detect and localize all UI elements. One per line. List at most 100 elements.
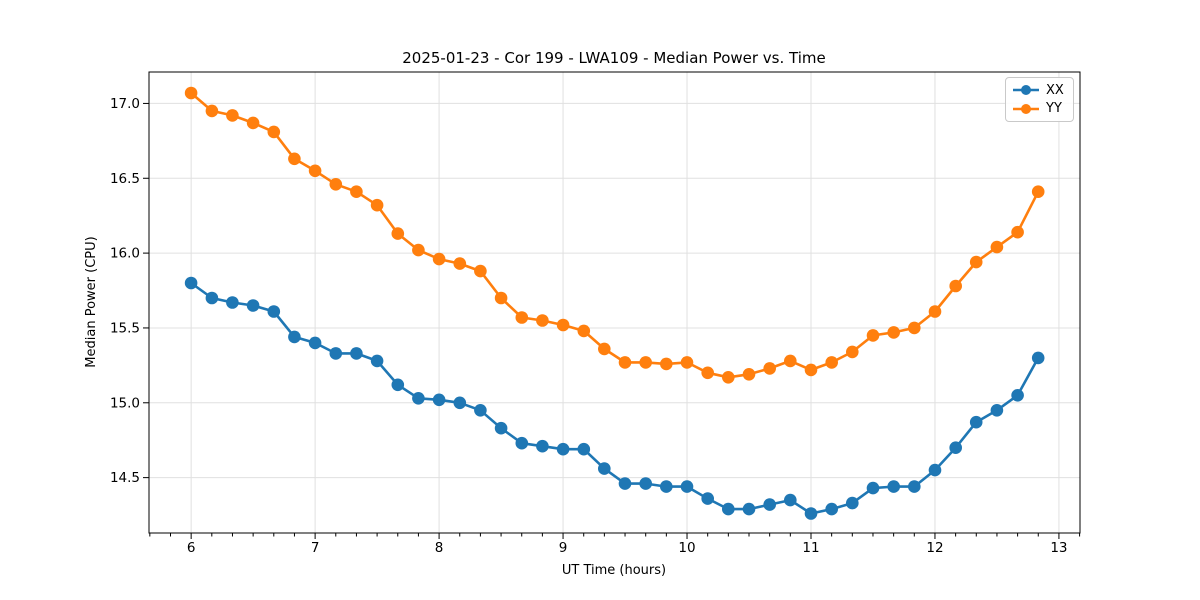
data-point-xx bbox=[949, 441, 962, 455]
data-point-yy bbox=[329, 178, 343, 191]
data-point-yy bbox=[494, 291, 508, 305]
x-tick-label-10: 10 bbox=[678, 540, 695, 556]
data-point-xx bbox=[680, 480, 694, 493]
data-point-xx bbox=[598, 462, 611, 475]
x-tick-label-7: 7 bbox=[311, 540, 320, 556]
series-layer bbox=[184, 86, 1045, 520]
y-tick-label-15.0: 15.0 bbox=[110, 395, 140, 411]
data-point-xx bbox=[412, 392, 425, 405]
data-point-yy bbox=[370, 198, 384, 212]
data-point-xx bbox=[432, 393, 446, 407]
data-point-xx bbox=[618, 477, 632, 490]
data-point-xx bbox=[722, 502, 735, 516]
data-point-yy bbox=[577, 324, 591, 338]
data-point-xx bbox=[556, 442, 570, 456]
data-point-xx bbox=[742, 502, 756, 516]
data-point-xx bbox=[763, 498, 776, 511]
series-line-xx bbox=[189, 281, 1040, 515]
data-point-yy bbox=[598, 342, 611, 356]
data-point-yy bbox=[226, 109, 239, 122]
data-point-yy bbox=[969, 255, 983, 269]
legend: XX YY bbox=[1005, 77, 1074, 122]
data-point-yy bbox=[412, 243, 425, 257]
data-point-xx bbox=[784, 493, 797, 507]
data-point-xx bbox=[184, 276, 198, 290]
data-point-xx bbox=[990, 404, 1004, 417]
data-point-yy bbox=[639, 356, 652, 369]
data-point-xx bbox=[928, 463, 942, 477]
data-point-xx bbox=[391, 378, 405, 392]
data-point-yy bbox=[990, 240, 1004, 254]
data-point-yy bbox=[246, 116, 260, 130]
data-point-yy bbox=[680, 356, 694, 369]
data-point-yy bbox=[288, 152, 301, 166]
data-point-yy bbox=[660, 357, 673, 371]
data-point-xx bbox=[846, 496, 859, 510]
data-point-xx bbox=[887, 480, 900, 493]
data-point-yy bbox=[184, 86, 198, 100]
axis-layer: 6 7 8 9 10 11 12 13 14.5 15.0 15.5 16.0 16.5 17.0 bbox=[110, 71, 1081, 556]
data-point-yy bbox=[1031, 185, 1045, 198]
data-point-yy bbox=[722, 371, 735, 384]
legend-item-yy: YY bbox=[1013, 101, 1066, 116]
data-point-xx bbox=[205, 291, 219, 305]
data-point-yy bbox=[391, 227, 405, 240]
data-point-yy bbox=[536, 314, 549, 327]
legend-label-xx: XX bbox=[1046, 82, 1064, 98]
data-point-yy bbox=[350, 185, 363, 198]
data-point-xx bbox=[246, 299, 260, 312]
data-point-yy bbox=[887, 326, 900, 339]
data-point-xx bbox=[288, 330, 301, 344]
data-point-yy bbox=[846, 345, 859, 359]
y-tick-label-14.5: 14.5 bbox=[110, 470, 140, 486]
x-tick-label-8: 8 bbox=[435, 540, 444, 556]
data-point-xx bbox=[453, 396, 467, 410]
data-point-yy bbox=[205, 104, 219, 118]
legend-marker-yy-icon bbox=[1013, 103, 1039, 114]
series-line-yy bbox=[189, 91, 1040, 379]
data-point-xx bbox=[825, 502, 838, 516]
data-point-yy bbox=[474, 264, 487, 278]
data-point-xx bbox=[866, 481, 880, 495]
data-point-xx bbox=[226, 296, 239, 309]
data-point-xx bbox=[536, 439, 549, 453]
data-point-yy bbox=[742, 368, 756, 381]
x-tick-label-13: 13 bbox=[1050, 540, 1067, 556]
x-tick-label-11: 11 bbox=[802, 540, 819, 556]
data-point-xx bbox=[329, 347, 343, 360]
data-point-yy bbox=[432, 252, 446, 266]
data-point-xx bbox=[701, 492, 714, 505]
chart-title: 2025-01-23 - Cor 199 - LWA109 - Median P… bbox=[402, 49, 826, 67]
data-point-xx bbox=[370, 354, 384, 368]
y-tick-label-15.5: 15.5 bbox=[110, 320, 140, 336]
data-point-xx bbox=[660, 480, 673, 493]
data-point-xx bbox=[804, 507, 818, 520]
legend-marker-xx-icon bbox=[1013, 85, 1039, 96]
data-point-xx bbox=[494, 421, 508, 435]
data-point-yy bbox=[825, 356, 838, 369]
data-point-yy bbox=[308, 164, 322, 178]
data-point-yy bbox=[1011, 225, 1024, 239]
data-point-yy bbox=[763, 362, 776, 375]
y-axis-label: Median Power (CPU) bbox=[84, 236, 99, 367]
y-tick-label-16.5: 16.5 bbox=[110, 171, 140, 187]
data-point-yy bbox=[618, 356, 632, 369]
data-point-yy bbox=[804, 363, 818, 377]
data-point-yy bbox=[453, 257, 467, 270]
data-point-yy bbox=[515, 311, 529, 324]
data-point-yy bbox=[908, 321, 921, 335]
legend-item-xx: XX bbox=[1013, 83, 1066, 98]
data-point-yy bbox=[701, 366, 714, 380]
data-point-xx bbox=[908, 480, 921, 493]
x-tick-label-12: 12 bbox=[926, 540, 943, 556]
y-tick-label-16.0: 16.0 bbox=[110, 246, 140, 262]
legend-label-yy: YY bbox=[1046, 101, 1062, 117]
data-point-xx bbox=[267, 305, 281, 318]
data-point-yy bbox=[267, 125, 281, 139]
x-axis-label: UT Time (hours) bbox=[562, 563, 666, 578]
data-point-yy bbox=[866, 329, 880, 342]
data-point-xx bbox=[308, 336, 322, 350]
data-point-yy bbox=[928, 305, 942, 318]
